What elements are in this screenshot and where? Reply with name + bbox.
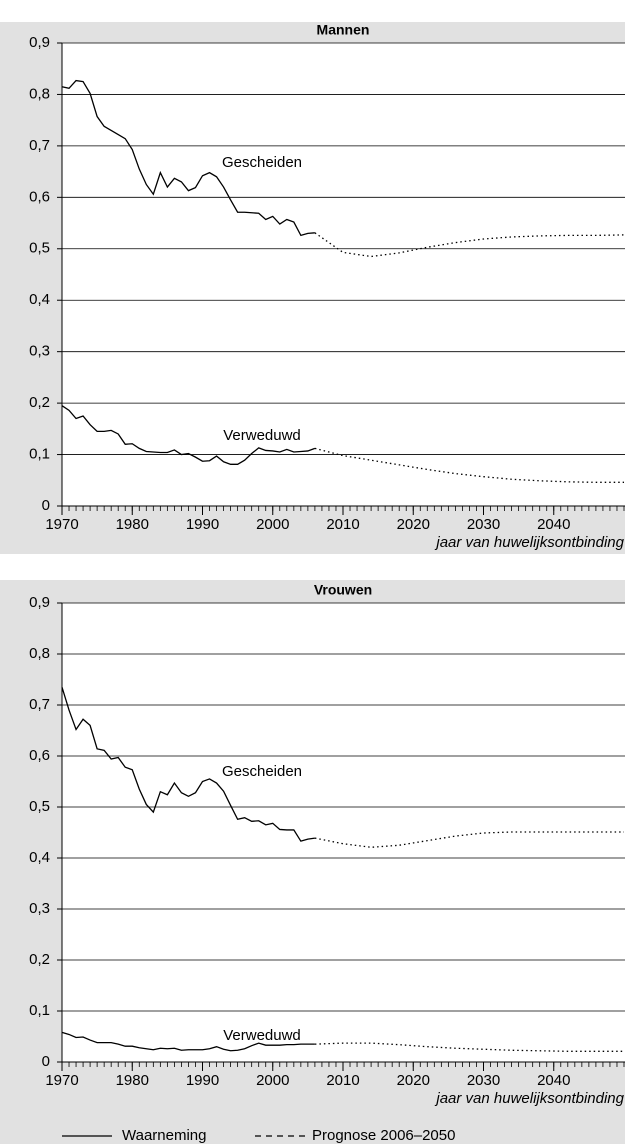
- y-tick-label: 0,6: [29, 747, 50, 764]
- x-axis-label: jaar van huwelijksontbinding: [434, 534, 624, 551]
- x-tick-label: 2020: [397, 516, 430, 533]
- plot-area: [62, 43, 625, 506]
- y-tick-label: 0,8: [29, 645, 50, 662]
- y-tick-label: 0,4: [29, 849, 50, 866]
- x-tick-label: 1970: [45, 1072, 78, 1089]
- x-tick-label: 2040: [537, 516, 570, 533]
- observed-line: [61, 79, 315, 237]
- legend-label: Waarneming: [122, 1127, 206, 1144]
- x-tick-label: 2000: [256, 1072, 289, 1089]
- x-tick-label: 2000: [256, 516, 289, 533]
- y-tick-label: 0,2: [29, 394, 50, 411]
- series-label: Gescheiden: [222, 763, 302, 780]
- x-tick-label: 1980: [116, 516, 149, 533]
- y-tick-label: 0,6: [29, 188, 50, 205]
- y-tick-label: 0,7: [29, 696, 50, 713]
- x-axis-label: jaar van huwelijksontbinding: [434, 1090, 624, 1107]
- observed-line: [61, 1031, 315, 1052]
- x-tick-label: 2030: [467, 1072, 500, 1089]
- chart-title: Vrouwen: [314, 582, 372, 598]
- x-tick-label: 1990: [186, 1072, 219, 1089]
- x-tick-label: 2010: [326, 516, 359, 533]
- x-tick-label: 2020: [397, 1072, 430, 1089]
- observed-line: [61, 686, 315, 842]
- y-tick-label: 0,9: [29, 34, 50, 51]
- y-tick-label: 0,4: [29, 291, 50, 308]
- y-tick-label: 0,9: [29, 594, 50, 611]
- observed-line: [61, 405, 316, 465]
- series-label: Verweduwd: [223, 427, 301, 444]
- y-tick-label: 0,1: [29, 1002, 50, 1019]
- plot-area: [62, 603, 625, 1062]
- x-tick-label: 1990: [186, 516, 219, 533]
- forecast-line: [314, 232, 625, 258]
- y-tick-label: 0,5: [29, 798, 50, 815]
- x-tick-label: 1980: [116, 1072, 149, 1089]
- x-tick-label: 2030: [467, 516, 500, 533]
- y-tick-label: 0,5: [29, 240, 50, 257]
- series-label: Gescheiden: [222, 154, 302, 171]
- x-tick-label: 2010: [326, 1072, 359, 1089]
- y-tick-label: 0,7: [29, 137, 50, 154]
- x-tick-label: 2040: [537, 1072, 570, 1089]
- legend-label: Prognose 2006–2050: [312, 1127, 455, 1144]
- y-tick-label: 0: [42, 497, 50, 514]
- y-tick-label: 0,3: [29, 343, 50, 360]
- y-tick-label: 0,8: [29, 85, 50, 102]
- y-tick-label: 0,3: [29, 900, 50, 917]
- chart-title: Mannen: [317, 22, 370, 38]
- y-tick-label: 0: [42, 1053, 50, 1070]
- forecast-line: [314, 1042, 624, 1052]
- y-tick-label: 0,1: [29, 446, 50, 463]
- y-tick-label: 0,2: [29, 951, 50, 968]
- x-tick-label: 1970: [45, 516, 78, 533]
- series-label: Verweduwd: [223, 1027, 301, 1044]
